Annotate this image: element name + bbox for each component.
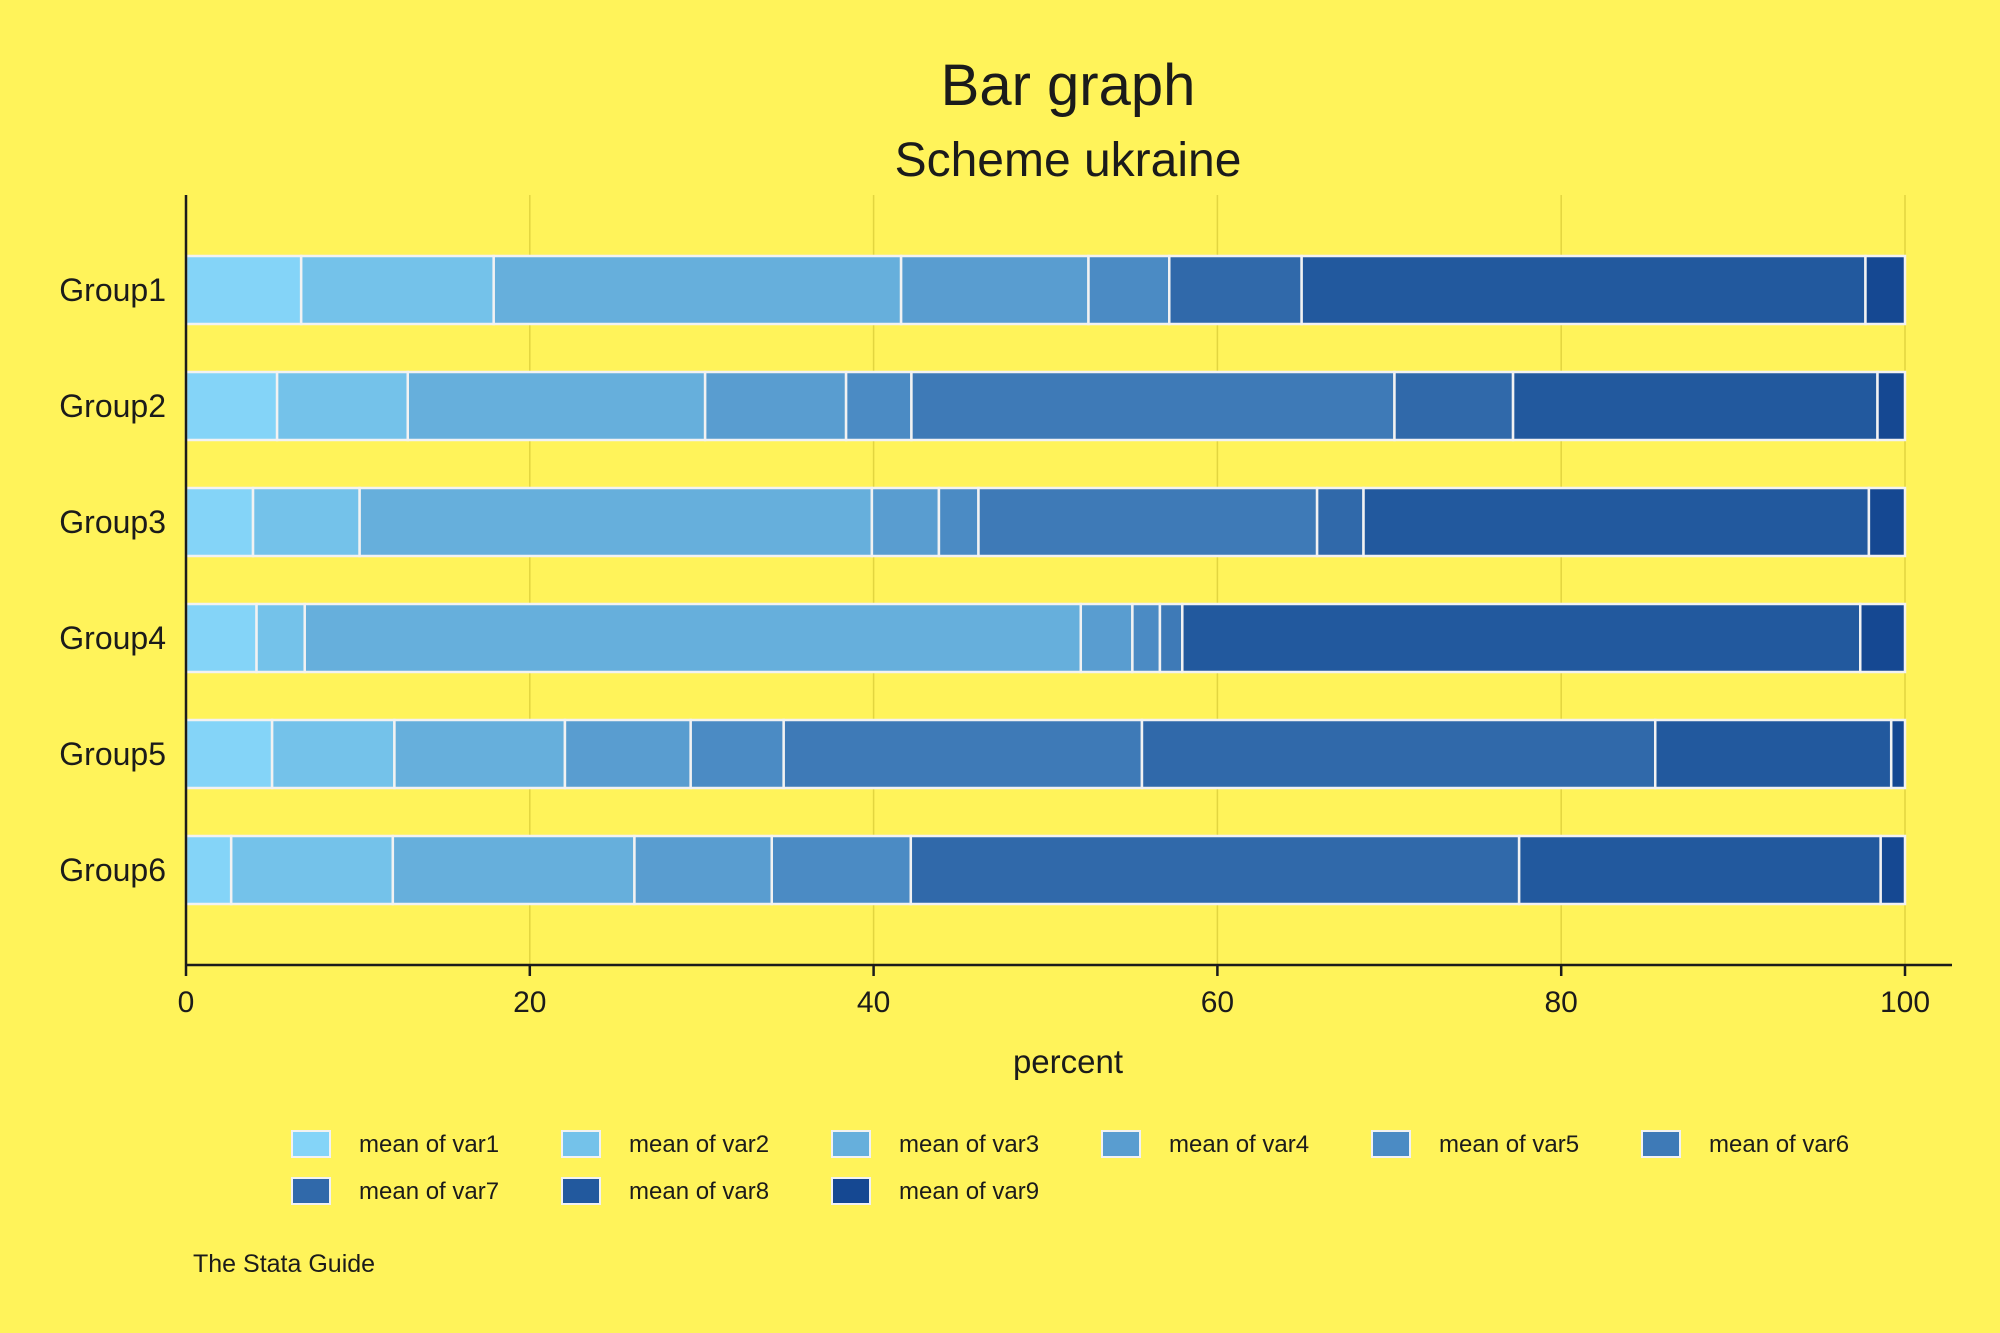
bar-segment-group5-var2	[270, 718, 396, 790]
category-label-group3: Group3	[59, 504, 166, 540]
bar-segment-group3-var7	[1315, 486, 1365, 558]
bar-segment-group2-var9	[1876, 370, 1907, 442]
legend-swatch	[561, 1177, 601, 1205]
bar-segment-group4-var6	[1158, 602, 1184, 674]
bar-segment-group4-var4	[1079, 602, 1134, 674]
legend-swatch	[291, 1130, 331, 1158]
bar-segment-group2-var7	[1393, 370, 1515, 442]
x-tick-label: 60	[1201, 986, 1234, 1019]
bar-segment-group4-var9	[1859, 602, 1907, 674]
category-label-group1: Group1	[59, 272, 166, 308]
bar-segment-group6-var4	[633, 834, 773, 906]
bar-segment-group2-var3	[406, 370, 707, 442]
chart-subtitle: Scheme ukraine	[895, 134, 1242, 187]
bar-segment-group5-var3	[393, 718, 567, 790]
bar-segment-group2-var4	[703, 370, 848, 442]
category-labels: Group1 Group2 Group3 Group4 Group5 Group6	[59, 272, 166, 888]
legend-label: mean of var8	[629, 1178, 769, 1205]
legend-label: mean of var2	[629, 1131, 769, 1158]
category-label-group5: Group5	[59, 736, 166, 772]
legend-label: mean of var9	[899, 1178, 1039, 1205]
bar-segment-group5-var8	[1653, 718, 1893, 790]
bar-segment-group3-var4	[870, 486, 941, 558]
x-ticks: 0 20 40 60 80 100	[178, 965, 1930, 1019]
bar-segment-group3-var2	[251, 486, 361, 558]
bar-segment-group6-var8	[1517, 834, 1882, 906]
legend: mean of var1 mean of var2 mean of var3 mean…	[291, 1130, 1849, 1205]
bar-segment-group1-var8	[1300, 254, 1867, 326]
legend-label: mean of var7	[359, 1178, 499, 1205]
bar-segment-group5-var1	[184, 718, 274, 790]
legend-swatch	[291, 1177, 331, 1205]
bar-segment-group2-var2	[275, 370, 410, 442]
bar-segment-group2-var1	[184, 370, 279, 442]
bar-segment-group1-var7	[1168, 254, 1303, 326]
x-tick-label: 80	[1545, 986, 1578, 1019]
category-label-group4: Group4	[59, 620, 166, 656]
bar-segment-group3-var8	[1362, 486, 1871, 558]
x-tick-label: 40	[857, 986, 890, 1019]
bar-segment-group4-var5	[1131, 602, 1162, 674]
bar-segment-group4-var2	[255, 602, 306, 674]
bar-segment-group4-var3	[303, 602, 1083, 674]
bar-segment-group5-var5	[689, 718, 785, 790]
bar-segment-group5-var9	[1889, 718, 1907, 790]
bar-segment-group3-var3	[358, 486, 874, 558]
bar-segment-group6-var1	[184, 834, 233, 906]
bar-segment-group1-var3	[492, 254, 903, 326]
legend-label: mean of var4	[1169, 1131, 1309, 1158]
bar-segment-group6-var7	[909, 834, 1521, 906]
legend-label: mean of var3	[899, 1131, 1039, 1158]
x-axis-title: percent	[1013, 1043, 1123, 1080]
legend-swatch	[831, 1130, 871, 1158]
bar-segment-group3-var1	[184, 486, 255, 558]
x-tick-label: 0	[178, 986, 195, 1019]
legend-swatch	[1641, 1130, 1681, 1158]
bar-segment-group6-var9	[1879, 834, 1907, 906]
bar-segment-group6-var3	[391, 834, 636, 906]
legend-swatch	[1371, 1130, 1411, 1158]
bar-segment-group3-var5	[937, 486, 980, 558]
bar-segment-group1-var9	[1864, 254, 1907, 326]
legend-swatch	[831, 1177, 871, 1205]
legend-label: mean of var6	[1709, 1131, 1849, 1158]
bar-segment-group1-var2	[299, 254, 495, 326]
bar-segment-group5-var7	[1140, 718, 1657, 790]
bar-segment-group3-var9	[1867, 486, 1907, 558]
legend-swatch	[561, 1130, 601, 1158]
x-tick-label: 100	[1880, 986, 1930, 1019]
bar-segment-group4-var1	[184, 602, 258, 674]
bar-segment-group5-var6	[782, 718, 1144, 790]
bars	[184, 254, 1907, 906]
bar-segment-group6-var5	[770, 834, 913, 906]
bar-segment-group2-var8	[1511, 370, 1879, 442]
bar-segment-group6-var2	[229, 834, 395, 906]
bar-segment-group3-var6	[977, 486, 1319, 558]
chart-note: The Stata Guide	[193, 1250, 375, 1278]
category-label-group2: Group2	[59, 388, 166, 424]
legend-label: mean of var5	[1439, 1131, 1579, 1158]
x-tick-label: 20	[513, 986, 546, 1019]
bar-segment-group1-var5	[1087, 254, 1171, 326]
bar-segment-group2-var5	[844, 370, 913, 442]
chart-title: Bar graph	[941, 53, 1196, 118]
axes	[184, 195, 1952, 967]
legend-label: mean of var1	[359, 1131, 499, 1158]
bar-segment-group1-var4	[899, 254, 1090, 326]
bar-segment-group2-var6	[910, 370, 1396, 442]
bar-segment-group1-var1	[184, 254, 303, 326]
bar-segment-group4-var8	[1181, 602, 1862, 674]
bar-segment-group5-var4	[563, 718, 692, 790]
legend-swatch	[1101, 1130, 1141, 1158]
category-label-group6: Group6	[59, 852, 166, 888]
